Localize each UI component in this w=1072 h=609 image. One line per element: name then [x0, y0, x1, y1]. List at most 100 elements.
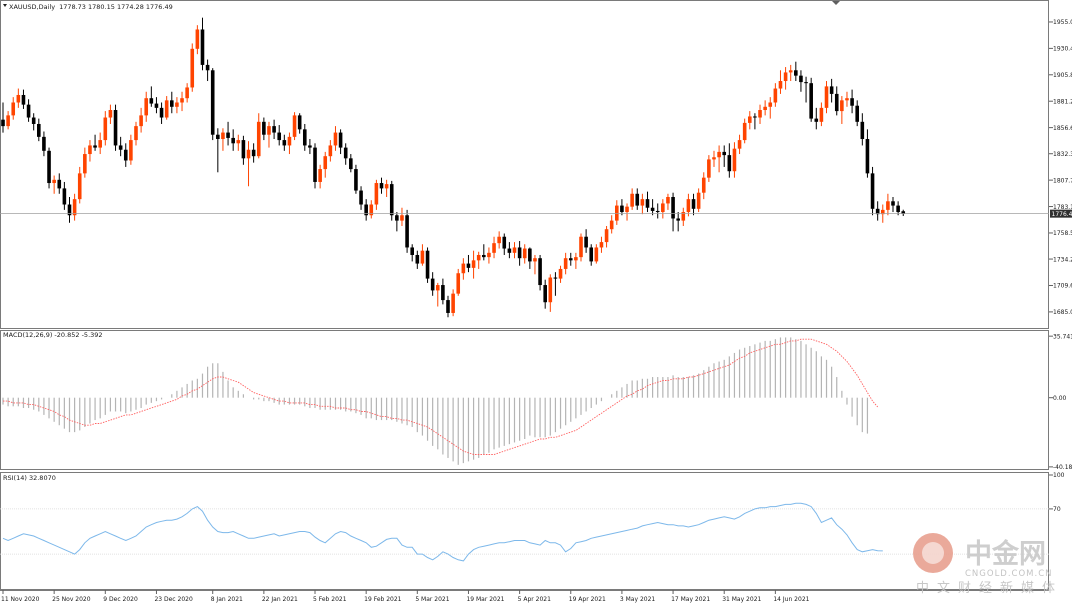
- candle: [22, 90, 26, 109]
- candle-body: [124, 150, 128, 161]
- candle: [610, 215, 614, 233]
- candle: [467, 255, 471, 272]
- price-tick-label: 1955.00: [1053, 19, 1072, 26]
- candle-body: [656, 211, 660, 212]
- candle-body: [763, 107, 767, 110]
- symbol-title: XAUUSD,Daily: [9, 3, 55, 11]
- candle-body: [835, 94, 839, 111]
- candle-body: [11, 102, 15, 115]
- candle-body: [733, 149, 737, 172]
- candle-body: [753, 116, 757, 117]
- candle-body: [385, 184, 389, 188]
- candle-body: [896, 206, 900, 212]
- candle: [876, 201, 880, 220]
- candle-body: [687, 199, 691, 212]
- candle-body: [272, 126, 276, 132]
- candle: [395, 212, 399, 231]
- candle-body: [886, 201, 890, 210]
- candle: [421, 244, 425, 265]
- symbol-dropdown-icon[interactable]: [3, 4, 7, 7]
- candle: [861, 113, 865, 145]
- candle: [283, 135, 287, 151]
- candle-body: [63, 188, 67, 204]
- candle-body: [528, 249, 532, 262]
- candle: [753, 113, 757, 129]
- candle: [482, 244, 486, 260]
- candle-body: [288, 137, 292, 146]
- candle: [497, 231, 501, 248]
- candle: [630, 188, 634, 209]
- candle: [595, 244, 599, 263]
- candle-body: [804, 82, 808, 83]
- macd-tick-label: 35.741: [1053, 333, 1072, 340]
- candle-body: [436, 285, 440, 290]
- candle: [871, 167, 875, 215]
- candle: [809, 78, 813, 122]
- candle-body: [738, 140, 742, 149]
- candle: [825, 81, 829, 113]
- candle-body: [502, 237, 506, 249]
- candle: [784, 67, 788, 90]
- candle-body: [426, 251, 430, 279]
- candle-body: [1, 120, 5, 126]
- candle-body: [589, 247, 593, 261]
- candle-body: [109, 110, 113, 118]
- candle: [201, 18, 205, 71]
- chart-shift-marker-icon[interactable]: [832, 1, 840, 5]
- candle-body: [334, 133, 338, 146]
- candle-body: [712, 157, 716, 159]
- time-tick-label: 31 May 2021: [722, 596, 761, 603]
- candle-body: [150, 98, 154, 103]
- candle: [692, 194, 696, 215]
- candle-body: [303, 129, 307, 145]
- candle: [589, 244, 593, 265]
- candle: [559, 266, 563, 283]
- candle: [549, 274, 553, 312]
- candle-body: [267, 126, 271, 135]
- candle: [656, 203, 660, 218]
- candle-body: [569, 258, 573, 260]
- time-tick-label: 3 May 2021: [620, 596, 655, 603]
- candle: [400, 208, 404, 226]
- candle: [431, 272, 435, 296]
- candle: [277, 125, 281, 145]
- candle-body: [119, 145, 123, 149]
- price-tick-label: 1881.20: [1053, 98, 1072, 105]
- candle-body: [492, 243, 496, 253]
- candle: [528, 247, 532, 268]
- candle: [339, 129, 343, 154]
- candle: [359, 186, 363, 210]
- candle: [47, 148, 51, 189]
- candle: [543, 280, 547, 309]
- candle: [472, 251, 476, 279]
- candle-body: [482, 255, 486, 257]
- candle: [231, 129, 235, 150]
- candle-body: [354, 169, 358, 190]
- candle-body: [165, 100, 169, 117]
- candle: [247, 141, 251, 186]
- candle: [329, 140, 333, 161]
- candle: [901, 210, 905, 216]
- candle-body: [646, 199, 650, 208]
- candle-body: [32, 118, 36, 124]
- candle: [462, 258, 466, 279]
- candle: [763, 100, 767, 115]
- candle-body: [57, 180, 61, 189]
- candle-body: [93, 145, 97, 147]
- macd-panel-title: MACD(12,26,9) -20.852 -5.392: [3, 331, 103, 339]
- candle: [845, 92, 849, 107]
- candle-body: [574, 257, 578, 260]
- candle: [814, 108, 818, 129]
- time-tick-label: 5 Feb 2021: [313, 596, 347, 603]
- candle-body: [743, 123, 747, 140]
- candle-body: [98, 140, 102, 148]
- candle-body: [549, 278, 553, 303]
- time-tick-label: 8 Jan 2021: [211, 596, 243, 603]
- candle: [646, 192, 650, 212]
- candle-body: [845, 98, 849, 100]
- candle: [508, 242, 512, 258]
- candle-body: [651, 208, 655, 211]
- candle-body: [416, 255, 420, 264]
